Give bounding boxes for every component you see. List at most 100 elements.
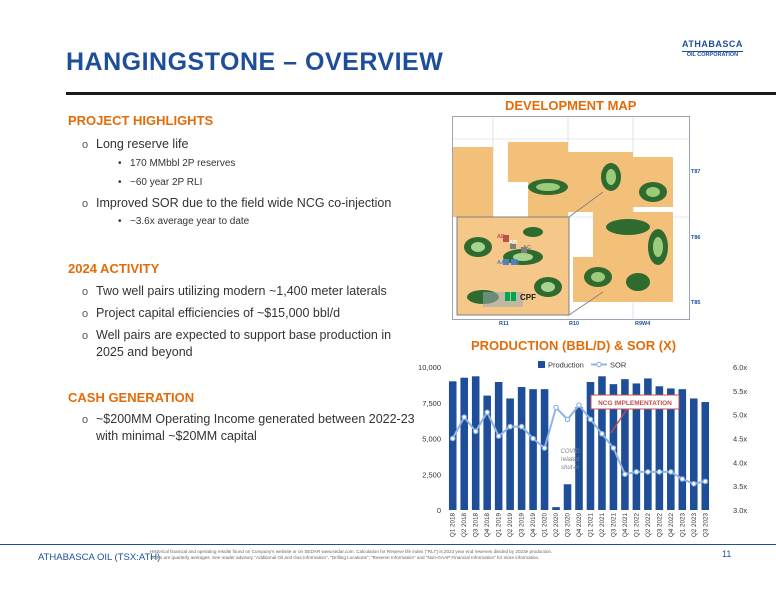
y-left-tick-label: 2,500: [422, 470, 441, 479]
x-tick-label: Q4 2018: [484, 513, 491, 538]
production-bar: [632, 383, 641, 510]
ncg-annotation-text: NCG IMPLEMENTATION: [598, 400, 672, 407]
x-tick-label: Q3 2019: [519, 513, 526, 538]
range-label-r9w4: R9W4: [635, 321, 651, 327]
x-tick-label: Q4 2019: [530, 513, 537, 538]
activity-item-continued: 2025 and beyond: [96, 345, 193, 359]
x-tick-label: Q2 2021: [599, 513, 606, 538]
sor-point: [484, 409, 490, 416]
highlight-subitem: • ~60 year 2P RLI: [118, 177, 203, 188]
production-bar: [563, 484, 572, 510]
x-tick-label: Q1 2021: [587, 513, 594, 538]
range-label-r10: R10: [569, 321, 580, 327]
chart-title: PRODUCTION (BBL/D) & SOR (X): [471, 338, 677, 353]
project-highlights-heading: PROJECT HIGHLIGHTS: [68, 113, 214, 128]
cash-heading: CASH GENERATION: [68, 390, 195, 405]
production-bar: [667, 388, 675, 510]
x-tick-label: Q4 2022: [668, 513, 675, 538]
logo-line1: ATHABASCA: [682, 39, 743, 49]
range-label-r11: R11: [499, 321, 509, 327]
legend-production-swatch: [538, 361, 545, 368]
production-bar: [483, 395, 491, 510]
map-graphic: [453, 117, 689, 319]
x-tick-label: Q1 2018: [450, 513, 457, 538]
footer-ticker: ATHABASCA OIL (TSX:ATH): [38, 552, 161, 563]
activity-item: o Well pairs are expected to support base…: [82, 328, 392, 342]
sor-point: [449, 435, 456, 442]
production-bar: [471, 376, 480, 510]
x-tick-label: Q1 2020: [542, 513, 549, 538]
y-right-tick-label: 6.0x: [733, 363, 747, 372]
production-bar: [460, 377, 469, 510]
sor-point: [599, 430, 605, 437]
x-tick-label: Q3 2021: [610, 513, 617, 538]
township-label-t85: T85: [691, 300, 701, 306]
sor-point: [702, 478, 709, 485]
production-bar: [448, 381, 457, 510]
x-tick-label: Q1 2023: [679, 513, 686, 538]
sor-point: [461, 414, 468, 420]
production-bar: [529, 389, 537, 510]
highlight-item: o Long reserve life: [82, 137, 189, 151]
sor-point: [690, 480, 697, 487]
pad-label-ad: AD: [509, 240, 517, 246]
footer-note-line1: Historical financial and operating resul…: [150, 549, 553, 554]
production-bar: [598, 376, 606, 510]
sor-point: [656, 469, 663, 475]
logo-line2: OIL CORPORATION: [682, 51, 743, 59]
y-right-tick-label: 3.0x: [733, 506, 747, 515]
x-tick-label: Q2 2023: [691, 513, 698, 538]
x-tick-label: Q3 2022: [656, 513, 663, 538]
sor-point: [507, 423, 513, 430]
sor-point: [553, 404, 559, 411]
pad-label-ab: AB: [511, 260, 519, 266]
y-left-tick-label: 10,000: [418, 363, 441, 372]
page-number: 11: [722, 549, 732, 559]
township-label-t86: T86: [691, 235, 701, 241]
x-tick-label: Q1 2022: [633, 513, 640, 538]
sor-point: [564, 416, 571, 423]
sor-point: [472, 428, 479, 435]
x-tick-label: Q2 2018: [461, 513, 468, 538]
highlight-subitem: • 170 MMbbl 2P reserves: [118, 158, 236, 169]
y-right-tick-label: 3.5x: [733, 482, 747, 491]
sor-point: [610, 445, 617, 451]
covid-annotation-text: related: [561, 457, 580, 463]
production-bar: [701, 402, 710, 510]
footer-note-line2: SORs are quarterly averages. See reader …: [150, 555, 540, 560]
production-bar: [644, 378, 652, 510]
cash-item-continued: with minimal ~$20MM capital: [96, 429, 257, 443]
legend-sor-label: SOR: [610, 361, 627, 370]
sor-point: [541, 445, 548, 451]
x-tick-label: Q2 2019: [507, 513, 514, 538]
pad-label-aa: AA: [497, 260, 505, 266]
production-bar: [575, 407, 583, 510]
sor-point: [668, 469, 674, 475]
page-title: HANGINGSTONE – OVERVIEW: [66, 48, 444, 76]
x-tick-label: Q3 2020: [565, 513, 572, 538]
covid-annotation-text: COVID: [561, 449, 581, 455]
sor-point: [587, 416, 594, 423]
footer-divider: [0, 544, 776, 545]
map-title: DEVELOPMENT MAP: [505, 98, 637, 113]
development-map: AE AD AC AA AB CPF T87 T86 T85 R11 R10 R…: [452, 116, 700, 327]
sor-point: [530, 435, 536, 442]
legend-production-label: Production: [548, 361, 584, 370]
y-left-tick-label: 5,000: [422, 435, 441, 444]
township-label-t87: T87: [691, 169, 701, 175]
sor-point: [495, 433, 502, 439]
y-left-tick-label: 7,500: [422, 399, 441, 408]
sor-point: [518, 423, 525, 430]
pad-label-ac: AC: [523, 245, 531, 251]
activity-heading: 2024 ACTIVITY: [68, 261, 160, 276]
x-tick-label: Q4 2021: [622, 513, 629, 538]
production-bar: [655, 386, 664, 510]
highlight-subitem: • ~3.6x average year to date: [118, 216, 250, 227]
x-tick-label: Q3 2023: [702, 513, 709, 538]
production-bar: [506, 398, 514, 510]
production-sor-chart: 0 2,500 5,000 7,500 10,000 3.0x 3.5x 4.0x 4.5x 5.…: [418, 361, 747, 538]
sor-point: [679, 476, 686, 482]
y-right-tick-label: 4.0x: [733, 458, 747, 467]
x-tick-label: Q2 2022: [645, 513, 652, 538]
activity-item: o Two well pairs utilizing modern ~1,400 …: [82, 284, 387, 298]
